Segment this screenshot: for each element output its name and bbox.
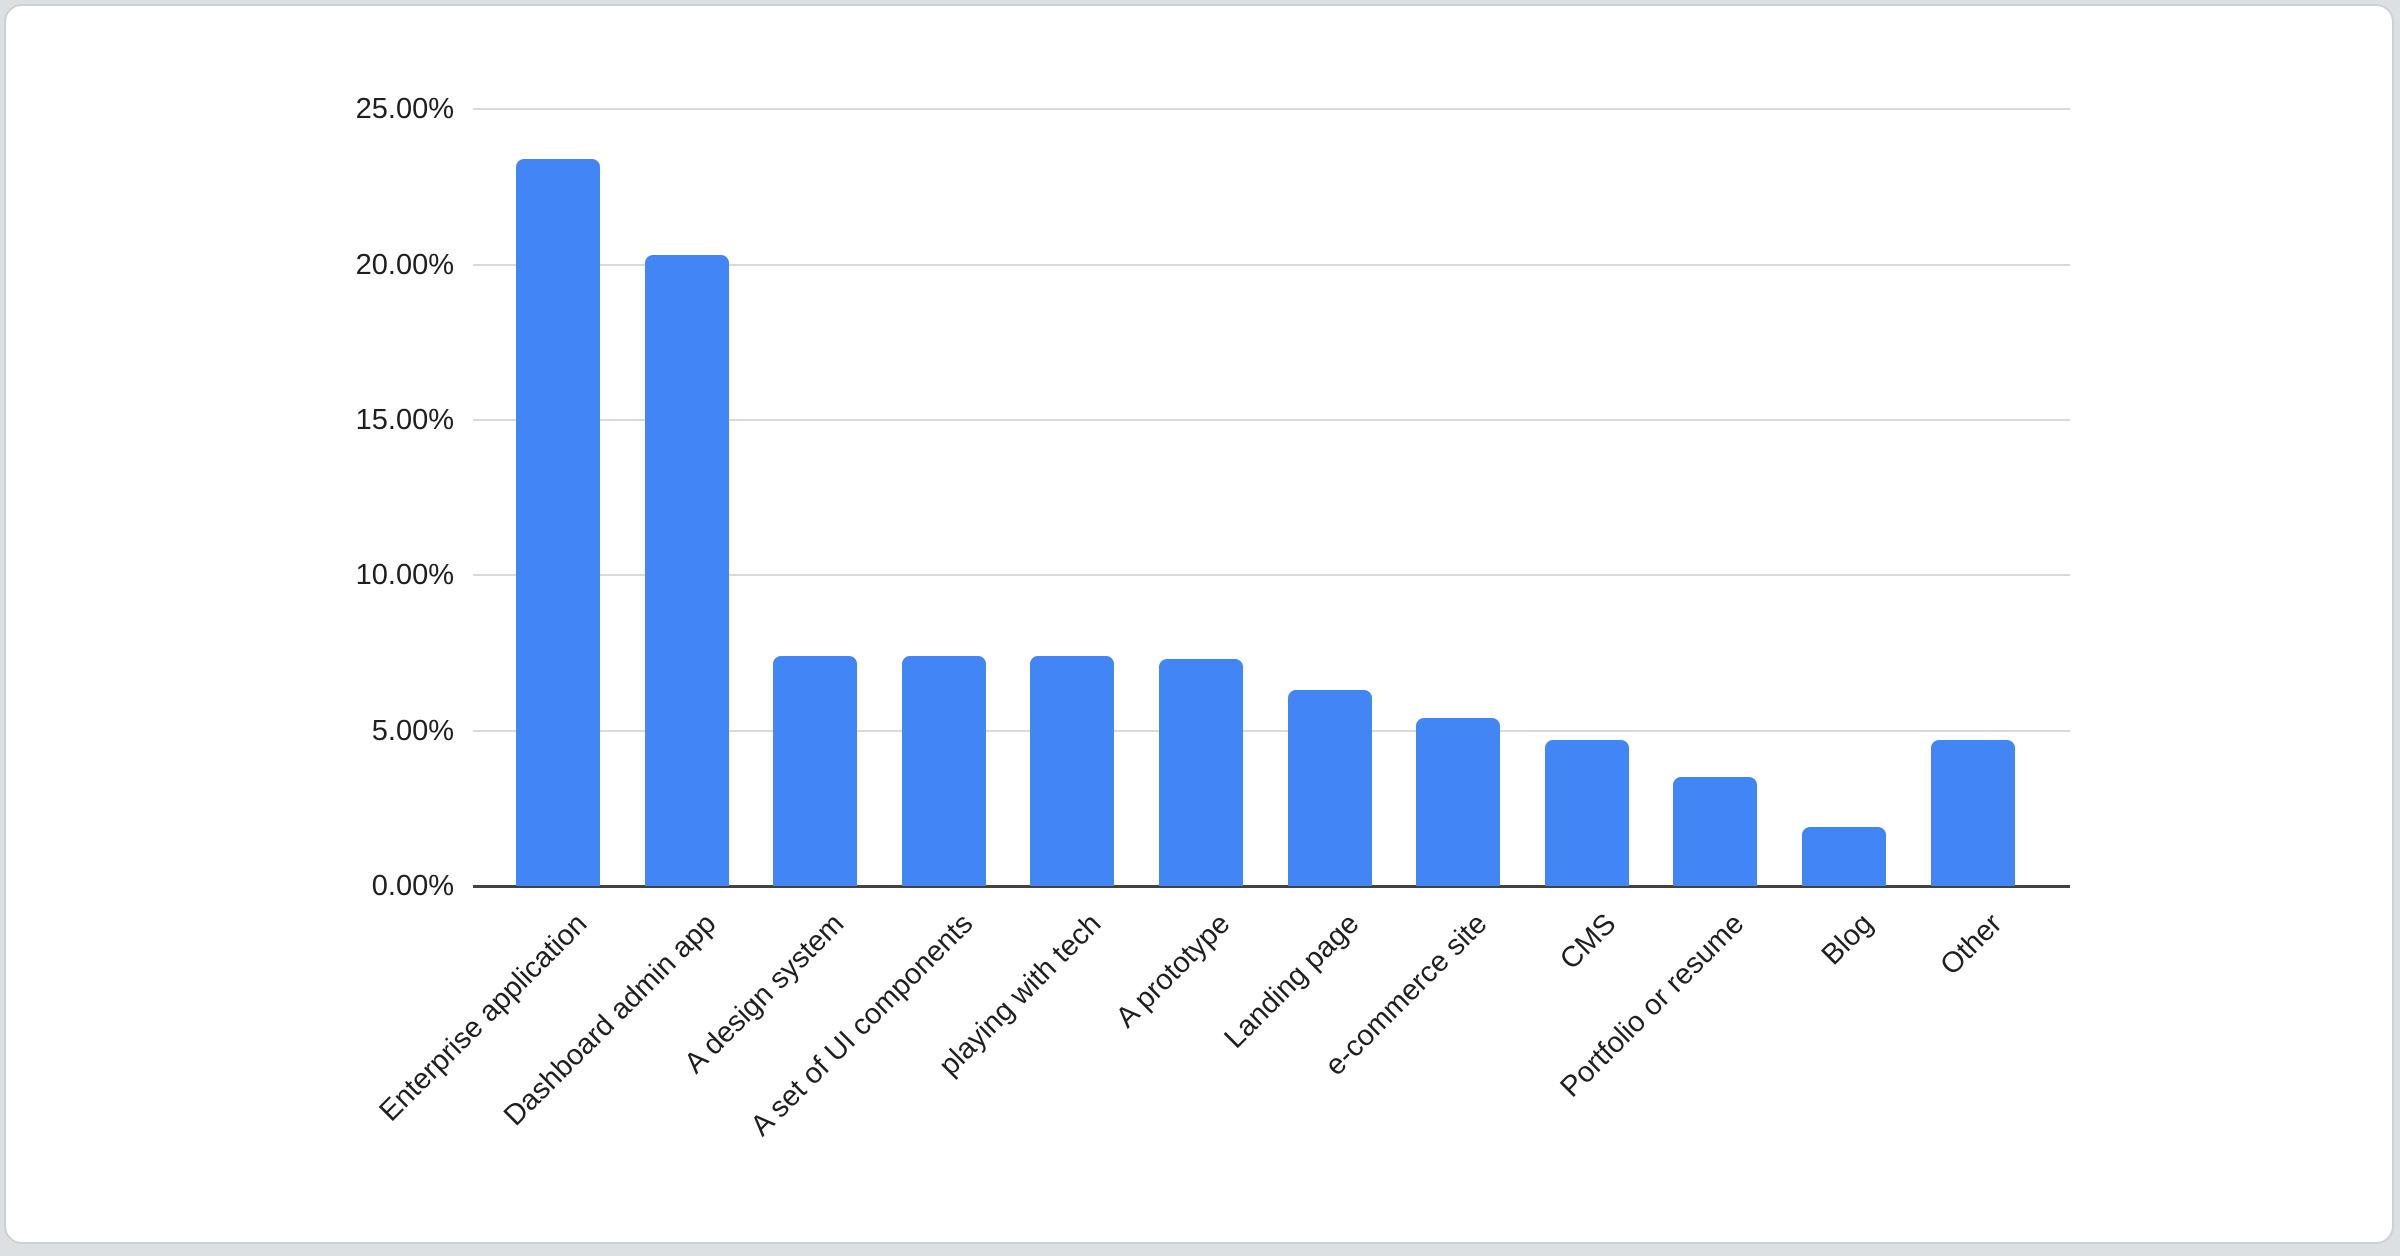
y-axis-tick-label: 5.00% xyxy=(371,714,454,747)
y-gridline xyxy=(473,418,2070,421)
bar-other[interactable] xyxy=(1930,739,2015,886)
y-axis-tick-label: 15.00% xyxy=(355,403,454,436)
y-gridline xyxy=(473,729,2070,732)
y-axis-tick-label: 0.00% xyxy=(371,870,454,902)
bar-a-set-of-ui-components[interactable] xyxy=(901,656,986,886)
bar-a-design-system[interactable] xyxy=(773,656,858,886)
bar-e-commerce-site[interactable] xyxy=(1416,718,1501,886)
y-gridline xyxy=(473,108,2070,111)
bar-chart: 0.00% 5.00% 10.00% 15.00% 20.00% 25.00% Enterp… xyxy=(6,6,2392,1242)
bar-a-prototype[interactable] xyxy=(1159,659,1243,886)
y-axis-tick-label: 25.00% xyxy=(355,93,454,126)
y-gridline xyxy=(473,574,2070,577)
y-axis-tick-label: 20.00% xyxy=(355,248,454,281)
bar-portfolio-or-resume[interactable] xyxy=(1673,777,1758,886)
bar-landing-page[interactable] xyxy=(1287,690,1372,886)
x-axis-baseline xyxy=(473,885,2070,888)
bar-dashboard-admin-app[interactable] xyxy=(644,255,729,886)
y-axis-tick-label: 10.00% xyxy=(355,559,454,592)
y-gridline xyxy=(473,263,2070,266)
bar-enterprise-application[interactable] xyxy=(516,158,600,886)
bar-playing-with-tech[interactable] xyxy=(1030,656,1115,886)
bar-blog[interactable] xyxy=(1802,826,1886,886)
bar-cms[interactable] xyxy=(1544,739,1629,886)
chart-card: 0.00% 5.00% 10.00% 15.00% 20.00% 25.00% Enterp… xyxy=(4,4,2394,1244)
